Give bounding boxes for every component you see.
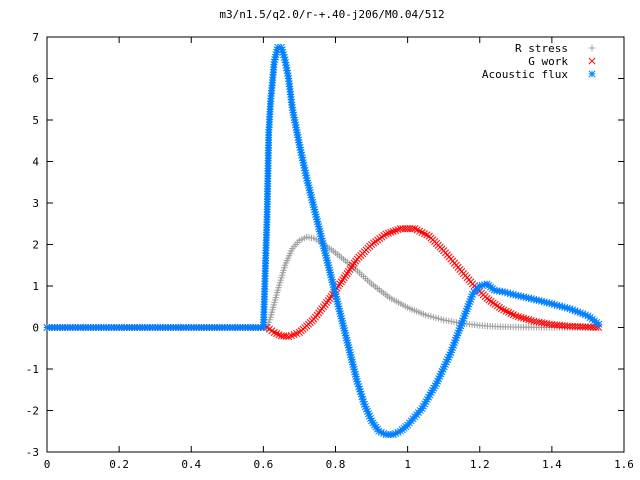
y-tick-label: 2	[32, 239, 39, 252]
series-acoustic-flux	[43, 43, 603, 439]
x-tick-label: 1	[404, 458, 411, 471]
data-point	[581, 323, 589, 331]
x-tick-label: 0.2	[109, 458, 129, 471]
data-point	[273, 330, 281, 338]
legend-label: Acoustic flux	[482, 68, 568, 81]
chart-title: m3/n1.5/q2.0/r-+.40-j206/M0.04/512	[219, 8, 444, 21]
y-tick-label: 3	[32, 197, 39, 210]
data-point	[389, 227, 397, 235]
legend-marker	[588, 57, 596, 65]
data-point	[587, 323, 595, 331]
x-tick-label: 0	[44, 458, 51, 471]
data-point	[584, 323, 592, 331]
x-tick-label: 1.2	[470, 458, 490, 471]
data-point	[517, 313, 525, 321]
y-tick-label: 4	[32, 156, 39, 169]
data-point	[275, 331, 283, 339]
legend-marker	[588, 70, 596, 78]
y-tick-label: -1	[26, 363, 39, 376]
x-tick-label: 1.4	[542, 458, 562, 471]
data-point	[382, 230, 390, 238]
y-tick-label: 6	[32, 73, 39, 86]
legend-marker	[588, 44, 596, 52]
legend-label: G work	[528, 55, 568, 68]
y-tick-label: 7	[32, 31, 39, 44]
data-point	[589, 323, 597, 331]
legend-label: R stress	[515, 42, 568, 55]
series-layer	[43, 43, 603, 439]
data-point	[387, 228, 395, 236]
x-tick-label: 0.8	[326, 458, 346, 471]
y-tick-label: 1	[32, 280, 39, 293]
x-tick-label: 0.4	[181, 458, 201, 471]
data-point	[522, 315, 530, 323]
x-tick-label: 0.6	[253, 458, 273, 471]
data-point	[595, 320, 603, 328]
data-point	[519, 314, 528, 322]
data-point	[514, 313, 522, 321]
data-point	[512, 312, 520, 320]
y-tick-label: -2	[26, 405, 39, 418]
data-point	[384, 229, 392, 237]
x-tick-label: 1.6	[614, 458, 634, 471]
axis-ticks: 0 0.2 0.4 0.6 0.8 1 1.2 1.4 1.6 -3 -2 -1 0 1 2 3 4 5 6 7	[26, 31, 634, 471]
data-point	[525, 316, 533, 324]
y-tick-label: 5	[32, 114, 39, 127]
y-tick-label: -3	[26, 446, 39, 459]
data-point	[270, 328, 278, 337]
data-point	[392, 226, 400, 235]
y-tick-label: 0	[32, 322, 39, 335]
